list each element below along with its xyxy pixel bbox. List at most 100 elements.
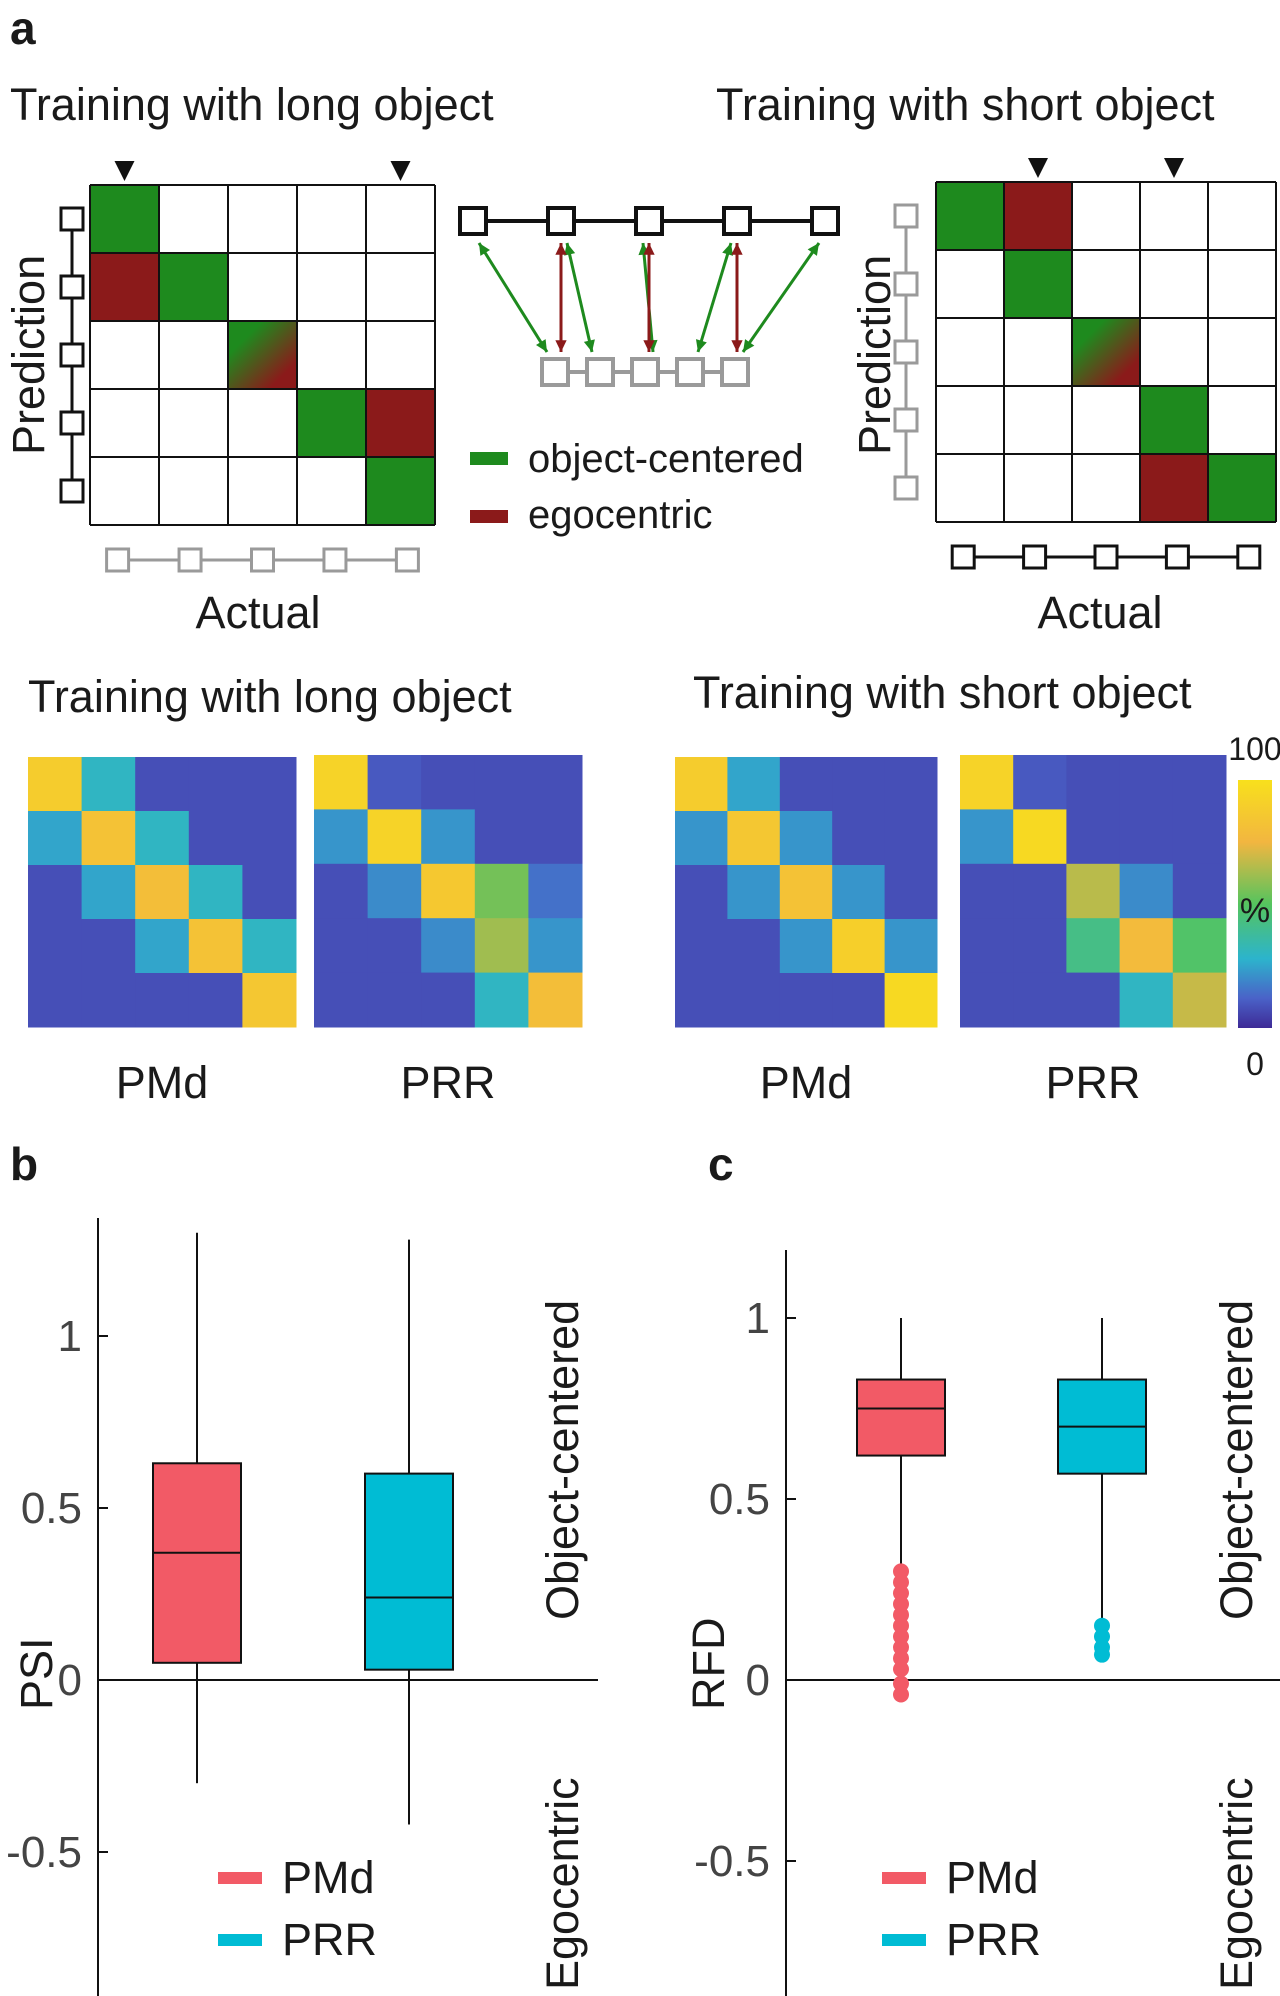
heatmap-cell — [474, 809, 529, 865]
heatmap-cell — [1066, 755, 1121, 810]
heatmap-cell — [421, 809, 476, 865]
heatmap-cell — [1172, 972, 1227, 1028]
short-object-node — [720, 357, 750, 387]
schematic-cell — [159, 253, 228, 321]
heatmap-cell — [421, 863, 476, 919]
y-tick-label: 1 — [58, 1312, 82, 1361]
mapping-arrow — [565, 242, 594, 353]
heatmap-cell — [421, 918, 476, 974]
heatmap-cell — [28, 757, 83, 812]
heatmap-cell — [474, 863, 529, 919]
outlier-point — [893, 1661, 909, 1678]
schematic-cell — [297, 389, 366, 457]
horizontal-chain-node — [250, 547, 275, 573]
schematic-cell — [366, 457, 435, 525]
horizontal-chain-node — [177, 547, 203, 573]
heatmap-cell — [779, 973, 833, 1028]
heatmap-cell — [242, 919, 297, 974]
heatmap-cell — [81, 865, 136, 920]
heatmap-cell — [81, 919, 136, 974]
vertical-chain-node — [59, 410, 85, 436]
box-prr — [364, 1472, 454, 1671]
schematic-right-ylabel: Prediction — [849, 255, 900, 455]
heatmap-cell — [421, 755, 476, 810]
legend-label-prr: PRR — [946, 1914, 1041, 1965]
schematic-cell — [1140, 454, 1208, 522]
heatmap-label-prr: PRR — [400, 1057, 495, 1108]
schematic-cell — [90, 185, 159, 253]
heatmap-cell — [135, 973, 190, 1028]
heatmap-cell — [1066, 863, 1121, 919]
arrow-head — [743, 339, 755, 352]
arrow-head — [722, 243, 734, 256]
heatmap-label-pmd: PMd — [116, 1057, 209, 1108]
colorbar-max: 100 — [1228, 731, 1280, 767]
heatmap-cell — [421, 972, 476, 1028]
heatmap-label-pmd: PMd — [760, 1057, 853, 1108]
horizontal-chain-node — [1093, 544, 1119, 570]
heatmap-cell — [960, 863, 1014, 919]
heatmap-cell — [960, 972, 1014, 1028]
long-object-node — [458, 206, 488, 236]
heatmap-cell — [960, 918, 1014, 974]
schematic-cell — [1208, 454, 1276, 522]
heatmap-cell — [528, 809, 583, 865]
heatmap-cell — [727, 865, 781, 920]
heatmap-cell — [1013, 755, 1067, 810]
heatmap-cell — [884, 865, 938, 920]
arrow-head — [731, 340, 743, 352]
heatmap-cell — [135, 757, 190, 812]
y-tick-label: 0 — [58, 1656, 82, 1705]
heatmap-cell — [1066, 972, 1121, 1028]
heatmap-cell — [884, 811, 938, 866]
side-label-egocentric: Egocentric — [1211, 1777, 1262, 1990]
heatmap-label-prr: PRR — [1045, 1057, 1140, 1108]
vertical-chain-node — [893, 203, 919, 229]
vertical-chain-node — [893, 339, 919, 365]
long-object-node — [810, 206, 840, 236]
vertical-chain-node — [59, 342, 85, 368]
heatmap-cell — [1172, 863, 1227, 919]
arrow-head — [583, 339, 595, 352]
heatmap-cell — [242, 865, 297, 920]
side-label-egocentric: Egocentric — [537, 1777, 588, 1990]
boxplot-rfd: 1 0.5 0 -0.5 RFD PMd PRR Object-centered Egocent… — [683, 1250, 1280, 1996]
heatmap-cell — [528, 755, 583, 810]
heatmap-cell — [314, 755, 369, 810]
heatmap-cell — [188, 757, 243, 812]
heatmap-cell — [367, 755, 422, 810]
heatmap-cell — [81, 757, 136, 812]
y-axis-label: PSI — [11, 1637, 62, 1710]
heatmap-cell — [135, 811, 190, 866]
horizontal-chain-node — [105, 547, 131, 573]
heatmap-cell — [314, 863, 369, 919]
arrow-head — [555, 243, 567, 255]
schematic-cell — [1004, 182, 1072, 250]
arrow-head — [536, 339, 547, 352]
heatmap-cell — [242, 757, 297, 812]
legend-swatch-egocentric — [470, 510, 508, 523]
heatmap-cell — [367, 972, 422, 1028]
heatmap-cell — [188, 865, 243, 920]
legend-swatch-pmd — [882, 1872, 926, 1884]
colorbar-min: 0 — [1246, 1046, 1264, 1082]
heatmap-cell — [779, 811, 833, 866]
heatmap-left-title: Training with long object — [28, 671, 512, 722]
vertical-chain-node — [59, 478, 85, 504]
horizontal-chain-node — [394, 547, 420, 573]
heatmap-cell — [832, 919, 886, 974]
heatmap-cell — [135, 919, 190, 974]
heatmap-cell — [1013, 863, 1067, 919]
schematic-cell — [228, 321, 297, 389]
heatmap-cell — [675, 973, 728, 1028]
heatmap-cell — [779, 865, 833, 920]
horizontal-chain-node — [1164, 544, 1190, 570]
arrow-head — [807, 243, 819, 256]
long-object-node — [634, 206, 664, 236]
arrow-head — [731, 243, 743, 255]
arrow-head — [643, 243, 655, 255]
heatmap-cell — [1066, 809, 1121, 865]
heatmap-cell — [528, 863, 583, 919]
short-object-node — [675, 357, 705, 387]
